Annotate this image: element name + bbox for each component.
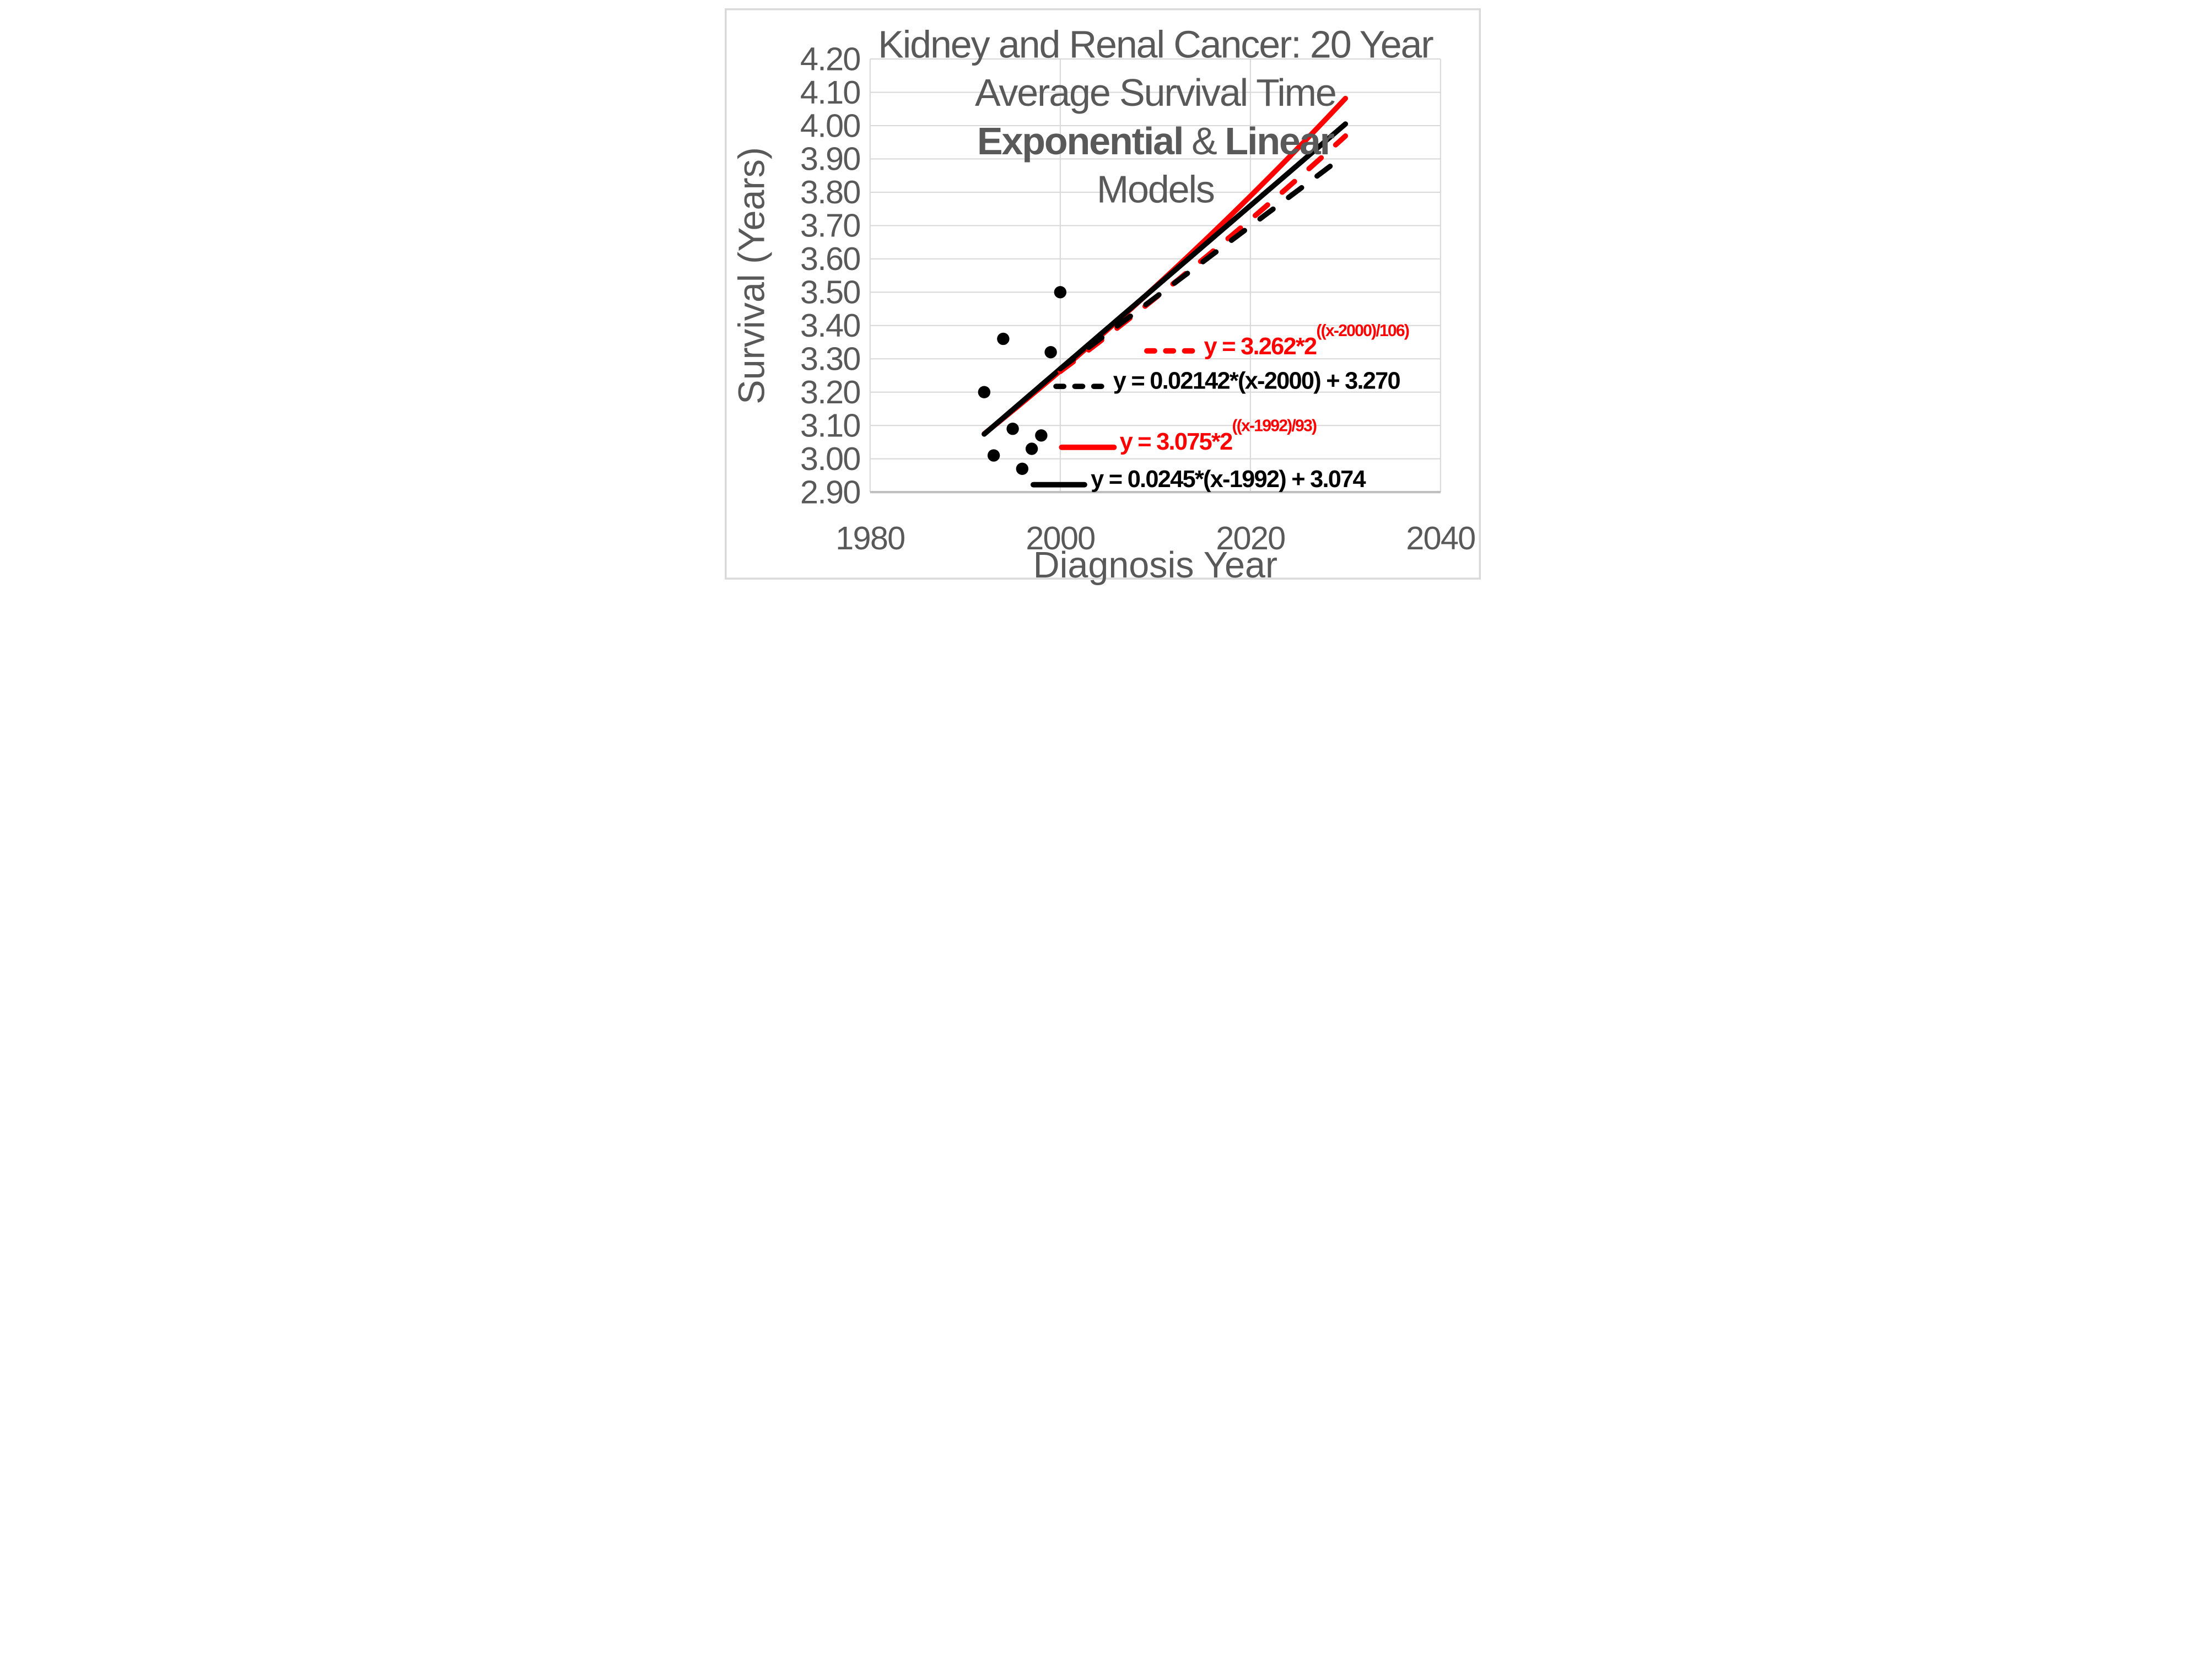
scatter-point — [1006, 423, 1019, 435]
equation-exp2000-main: y = 3.262*2 — [1204, 333, 1316, 360]
y-axis-title: Survival (Years) — [731, 147, 772, 404]
equation-label-lin2000: y = 0.02142*(x-2000) + 3.270 — [1113, 368, 1400, 394]
chart-title-line-2: Average Survival Time — [975, 71, 1336, 114]
scatter-point — [1025, 442, 1038, 455]
x-tick-label: 2040 — [1406, 520, 1475, 557]
scatter-point — [987, 449, 1000, 462]
y-tick-label: 3.30 — [800, 341, 860, 377]
y-tick-label: 3.60 — [800, 240, 860, 277]
y-tick-label: 3.90 — [800, 141, 860, 177]
equation-label-lin1992: y = 0.0245*(x-1992) + 3.074 — [1091, 466, 1366, 493]
equation-exp2000-superscript: ((x-2000)/106) — [1316, 322, 1409, 340]
chart-title-ampersand: & — [1192, 120, 1217, 163]
y-tick-label: 3.00 — [800, 440, 860, 477]
y-tick-label: 3.80 — [800, 174, 860, 210]
image-border — [724, 8, 1481, 580]
scatter-point — [996, 332, 1010, 345]
scatter-point — [978, 386, 990, 398]
scatter-point — [1016, 462, 1028, 475]
y-tick-label: 3.70 — [800, 207, 860, 244]
equation-exp1992-superscript: ((x-1992)/93) — [1232, 417, 1317, 435]
x-tick-label: 2000 — [1026, 520, 1095, 557]
model-line-lin1992 — [981, 121, 1348, 437]
y-tick-label: 3.50 — [800, 274, 860, 311]
data-layer — [978, 95, 1348, 475]
chart-title-bold-linear: Linear — [1225, 120, 1334, 163]
y-tick-label: 4.20 — [800, 40, 860, 77]
frame-layer — [724, 8, 1481, 580]
legend-layer — [1030, 348, 1200, 488]
x-axis-title: Diagnosis Year — [1033, 545, 1277, 586]
chart-container: 1980 2000 2020 2040 4.20 4.10 4.00 3.90 3.80 3.70… — [716, 0, 1489, 588]
y-tick-label: 2.90 — [800, 473, 860, 510]
equation-exp1992-main: y = 3.075*2 — [1119, 429, 1232, 455]
chart-title-line-1: Kidney and Renal Cancer: 20 Year — [878, 23, 1433, 66]
chart-title-line-3: Exponential&Linear — [977, 120, 1334, 163]
y-tick-label: 3.10 — [800, 407, 860, 444]
survival-chart-svg: 1980 2000 2020 2040 4.204.104.003.903.803.70… — [716, 0, 1489, 588]
scatter-point — [1054, 286, 1066, 299]
chart-title-line-4: Models — [1096, 168, 1214, 211]
grid-layer: 1980 2000 2020 2040 4.204.104.003.903.803.70… — [800, 40, 1475, 557]
chart-title-bold-exponential: Exponential — [977, 120, 1182, 163]
x-tick-label: 1980 — [835, 520, 904, 557]
y-tick-label: 3.20 — [800, 374, 860, 410]
equation-label-exp1992: y = 3.075*2((x-1992)/93) — [1119, 417, 1316, 455]
x-tick-label: 2020 — [1216, 520, 1285, 557]
y-tick-label: 4.10 — [800, 74, 860, 111]
model-line-lin2000 — [1057, 152, 1348, 372]
scatter-point — [1034, 429, 1048, 442]
equation-label-exp2000: y = 3.262*2((x-2000)/106) — [1204, 322, 1409, 360]
scatter-point — [1044, 345, 1057, 359]
y-tick-label: 4.00 — [800, 107, 860, 144]
y-tick-label: 3.40 — [800, 307, 860, 344]
